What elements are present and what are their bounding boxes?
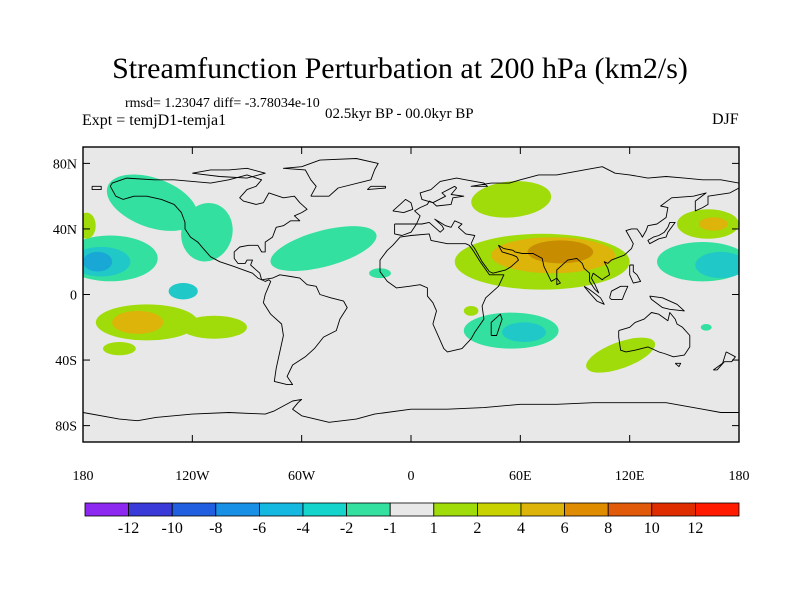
colorbar-swatch [433,502,478,517]
coastline-3 [366,185,386,191]
contour-atlantic-small-negative [369,268,391,279]
colorbar-swatch [346,502,391,517]
contour-indian-ocean-negative-core [502,322,546,343]
colorbar-label: 8 [604,520,612,537]
contour-sw-pacific-east-small-negative [700,324,712,331]
coastline-2 [192,167,266,179]
coastline-14 [674,362,682,368]
colorbar-swatch [564,502,609,517]
coastline-1 [282,158,379,197]
coastline-5 [394,223,417,236]
colorbar-swatch [171,502,217,517]
contour-nw-pacific-positive [83,212,96,239]
colorbar-swatch [215,502,260,517]
contour-australia-positive [586,337,656,373]
lon-label: 0 [408,469,415,484]
colorbar-label: 10 [644,520,660,537]
contour-atlantic-negative [270,226,377,272]
lon-label: 120E [615,469,645,484]
colorbar-swatch [128,502,173,517]
coastline-6 [379,233,505,353]
coastline-19 [91,185,102,191]
colorbar-label: -12 [118,520,139,537]
season-label: DJF [712,111,739,128]
colorbar-label: -8 [209,520,222,537]
contour-siberia-positive [471,181,552,218]
colorbar-label: 1 [430,520,438,537]
lat-label: 80S [55,420,77,435]
lat-label: 40N [53,223,77,238]
coastline-11 [609,285,629,300]
coastline-7 [490,313,503,336]
time-period-label: 02.5kyr BP - 00.0kyr BP [325,106,474,122]
colorbar-label: 12 [687,520,703,537]
coastline-layer [83,158,739,423]
rmsd-diff-stats: rmsd= 1.23047 diff= -3.78034e-10 [125,96,320,111]
experiment-label: Expt = temjD1-temja1 [82,112,227,129]
coastline-18 [83,398,739,423]
contour-asia-positive-core [527,240,594,264]
lon-label: 60W [288,469,316,484]
coastline-16 [629,264,642,284]
colorbar-swatch [520,502,565,517]
coastline-17 [556,277,561,286]
coastline-10 [583,285,605,305]
colorbar: -12 -10 -8 -6 -4 -2 -1 1 2 4 6 8 10 12 [84,502,740,537]
contour-e-pacific-small-negative [168,283,198,300]
coastline-9 [647,221,676,245]
coastline-0 [109,174,348,386]
colorbar-swatch [651,502,696,517]
colorbar-swatch [84,502,129,517]
contour-sw-pacific-small-positive [103,342,136,356]
contour-indian-ocean-small-positive [463,306,479,316]
contour-n-pacific-negative [106,174,198,231]
contour-w-pacific-negative-core [695,251,739,279]
colorbar-label: -10 [162,520,183,537]
lon-label: 180 [73,469,94,484]
colorbar-swatch [258,502,304,517]
lon-label: 60E [509,469,532,484]
contour-s-pacific-tail-positive [181,315,247,339]
lat-label: 0 [70,289,77,304]
plot-title: Streamfunction Perturbation at 200 hPa (… [112,52,688,85]
contour-s-pacific-positive-core [112,310,164,334]
colorbar-swatch [389,502,435,517]
contour-e-pacific-negative-inner [83,251,113,272]
coastline-13 [618,312,691,358]
contour-field-layer [83,174,739,373]
colorbar-swatch [476,502,522,517]
lon-label: 180 [729,469,750,484]
colorbar-label: -6 [253,520,266,537]
colorbar-swatch [302,502,347,517]
contour-nw-pacific-east-positive-core [698,217,729,231]
colorbar-label: 2 [473,520,481,537]
colorbar-label: -4 [296,520,309,537]
colorbar-label: -2 [340,520,353,537]
map-axes: 80N 40N 0 40S 80S 180 120W 60W 0 60E 120E 180 [53,147,750,484]
coastline-15 [713,351,736,371]
coastline-12 [649,295,685,312]
contour-n-america-negative [181,202,233,262]
colorbar-swatch [607,502,653,517]
lat-label: 40S [55,354,77,369]
colorbar-swatch [695,502,740,517]
colorbar-label: 6 [561,520,569,537]
colorbar-label: -1 [384,520,397,537]
lon-label: 120W [175,469,210,484]
colorbar-label: 4 [517,520,525,537]
lat-label: 80N [53,157,77,172]
coastline-4 [392,198,414,214]
